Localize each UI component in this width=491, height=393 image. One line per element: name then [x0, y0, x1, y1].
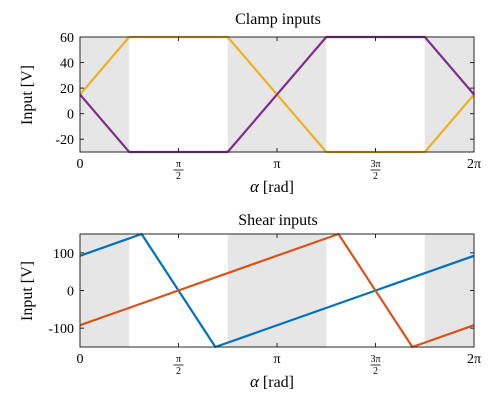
clamp-y-tick-labels: -20 0 20 40 60: [55, 31, 74, 148]
shear-y-tick-label-2: 100: [53, 247, 74, 262]
shear-x-tick-label-2: π: [273, 352, 280, 367]
shear-x-axis-label: α [rad]: [250, 372, 294, 391]
clamp-x-tick-label-den-3: 2: [373, 171, 378, 182]
clamp-shaded-region-2: [424, 37, 474, 152]
clamp-x-tick-label-2: π: [273, 157, 280, 172]
shear-shaded-regions: [80, 234, 474, 347]
clamp-y-tick-label-3: 40: [60, 57, 74, 72]
shear-x-tick-label-num-1: π: [176, 354, 181, 365]
clamp-x-tick-label-1: π2: [173, 159, 184, 182]
shear-x-tick-label-4: 2π: [467, 352, 481, 367]
clamp-y-tick-label-1: 0: [67, 108, 74, 123]
clamp-y-tick-label-2: 20: [60, 82, 74, 97]
clamp-title: Clamp inputs: [235, 11, 321, 28]
clamp-x-tick-label-num-1: π: [176, 159, 181, 170]
shear-title: Shear inputs: [238, 212, 318, 229]
shear-x-tick-label-3: 3π2: [370, 354, 380, 377]
shear-x-tick-label-den-3: 2: [373, 366, 378, 377]
shear-x-tick-label-1: π2: [173, 354, 184, 377]
clamp-ticks: [79, 36, 475, 152]
clamp-series-line-1: [79, 35, 475, 154]
clamp-x-tick-label-num-3: 3π: [370, 159, 380, 170]
shear-series-line-1: [79, 232, 475, 349]
clamp-y-axis-label: Input [V]: [19, 65, 36, 125]
clamp-x-tick-label-4: 2π: [467, 157, 481, 172]
shear-ticks: [79, 234, 475, 347]
shear-y-axis-label: Input [V]: [19, 261, 36, 321]
shear-shaded-region-0: [80, 234, 130, 347]
shear-x-tick-label-den-1: 2: [176, 366, 181, 377]
shear-shaded-region-1: [227, 234, 327, 347]
clamp-series: [79, 35, 475, 154]
clamp-x-tick-label-0: 0: [77, 157, 84, 172]
shear-y-tick-labels: -100 0 100: [48, 247, 74, 337]
clamp-x-axis-label: α [rad]: [250, 177, 294, 196]
shear-series: [79, 232, 475, 349]
shear-x-tick-label-0: 0: [77, 352, 84, 367]
clamp-y-tick-label-0: -20: [55, 133, 74, 148]
clamp-y-tick-label-4: 60: [60, 31, 74, 46]
shear-y-tick-label-1: 0: [67, 285, 74, 300]
clamp-x-tick-label-3: 3π2: [370, 159, 380, 182]
clamp-shaded-region-0: [80, 37, 130, 152]
shear-y-tick-label-0: -100: [48, 322, 74, 337]
clamp-x-tick-label-den-1: 2: [176, 171, 181, 182]
shear-shaded-region-2: [424, 234, 474, 347]
shear-x-tick-label-num-3: 3π: [370, 354, 380, 365]
